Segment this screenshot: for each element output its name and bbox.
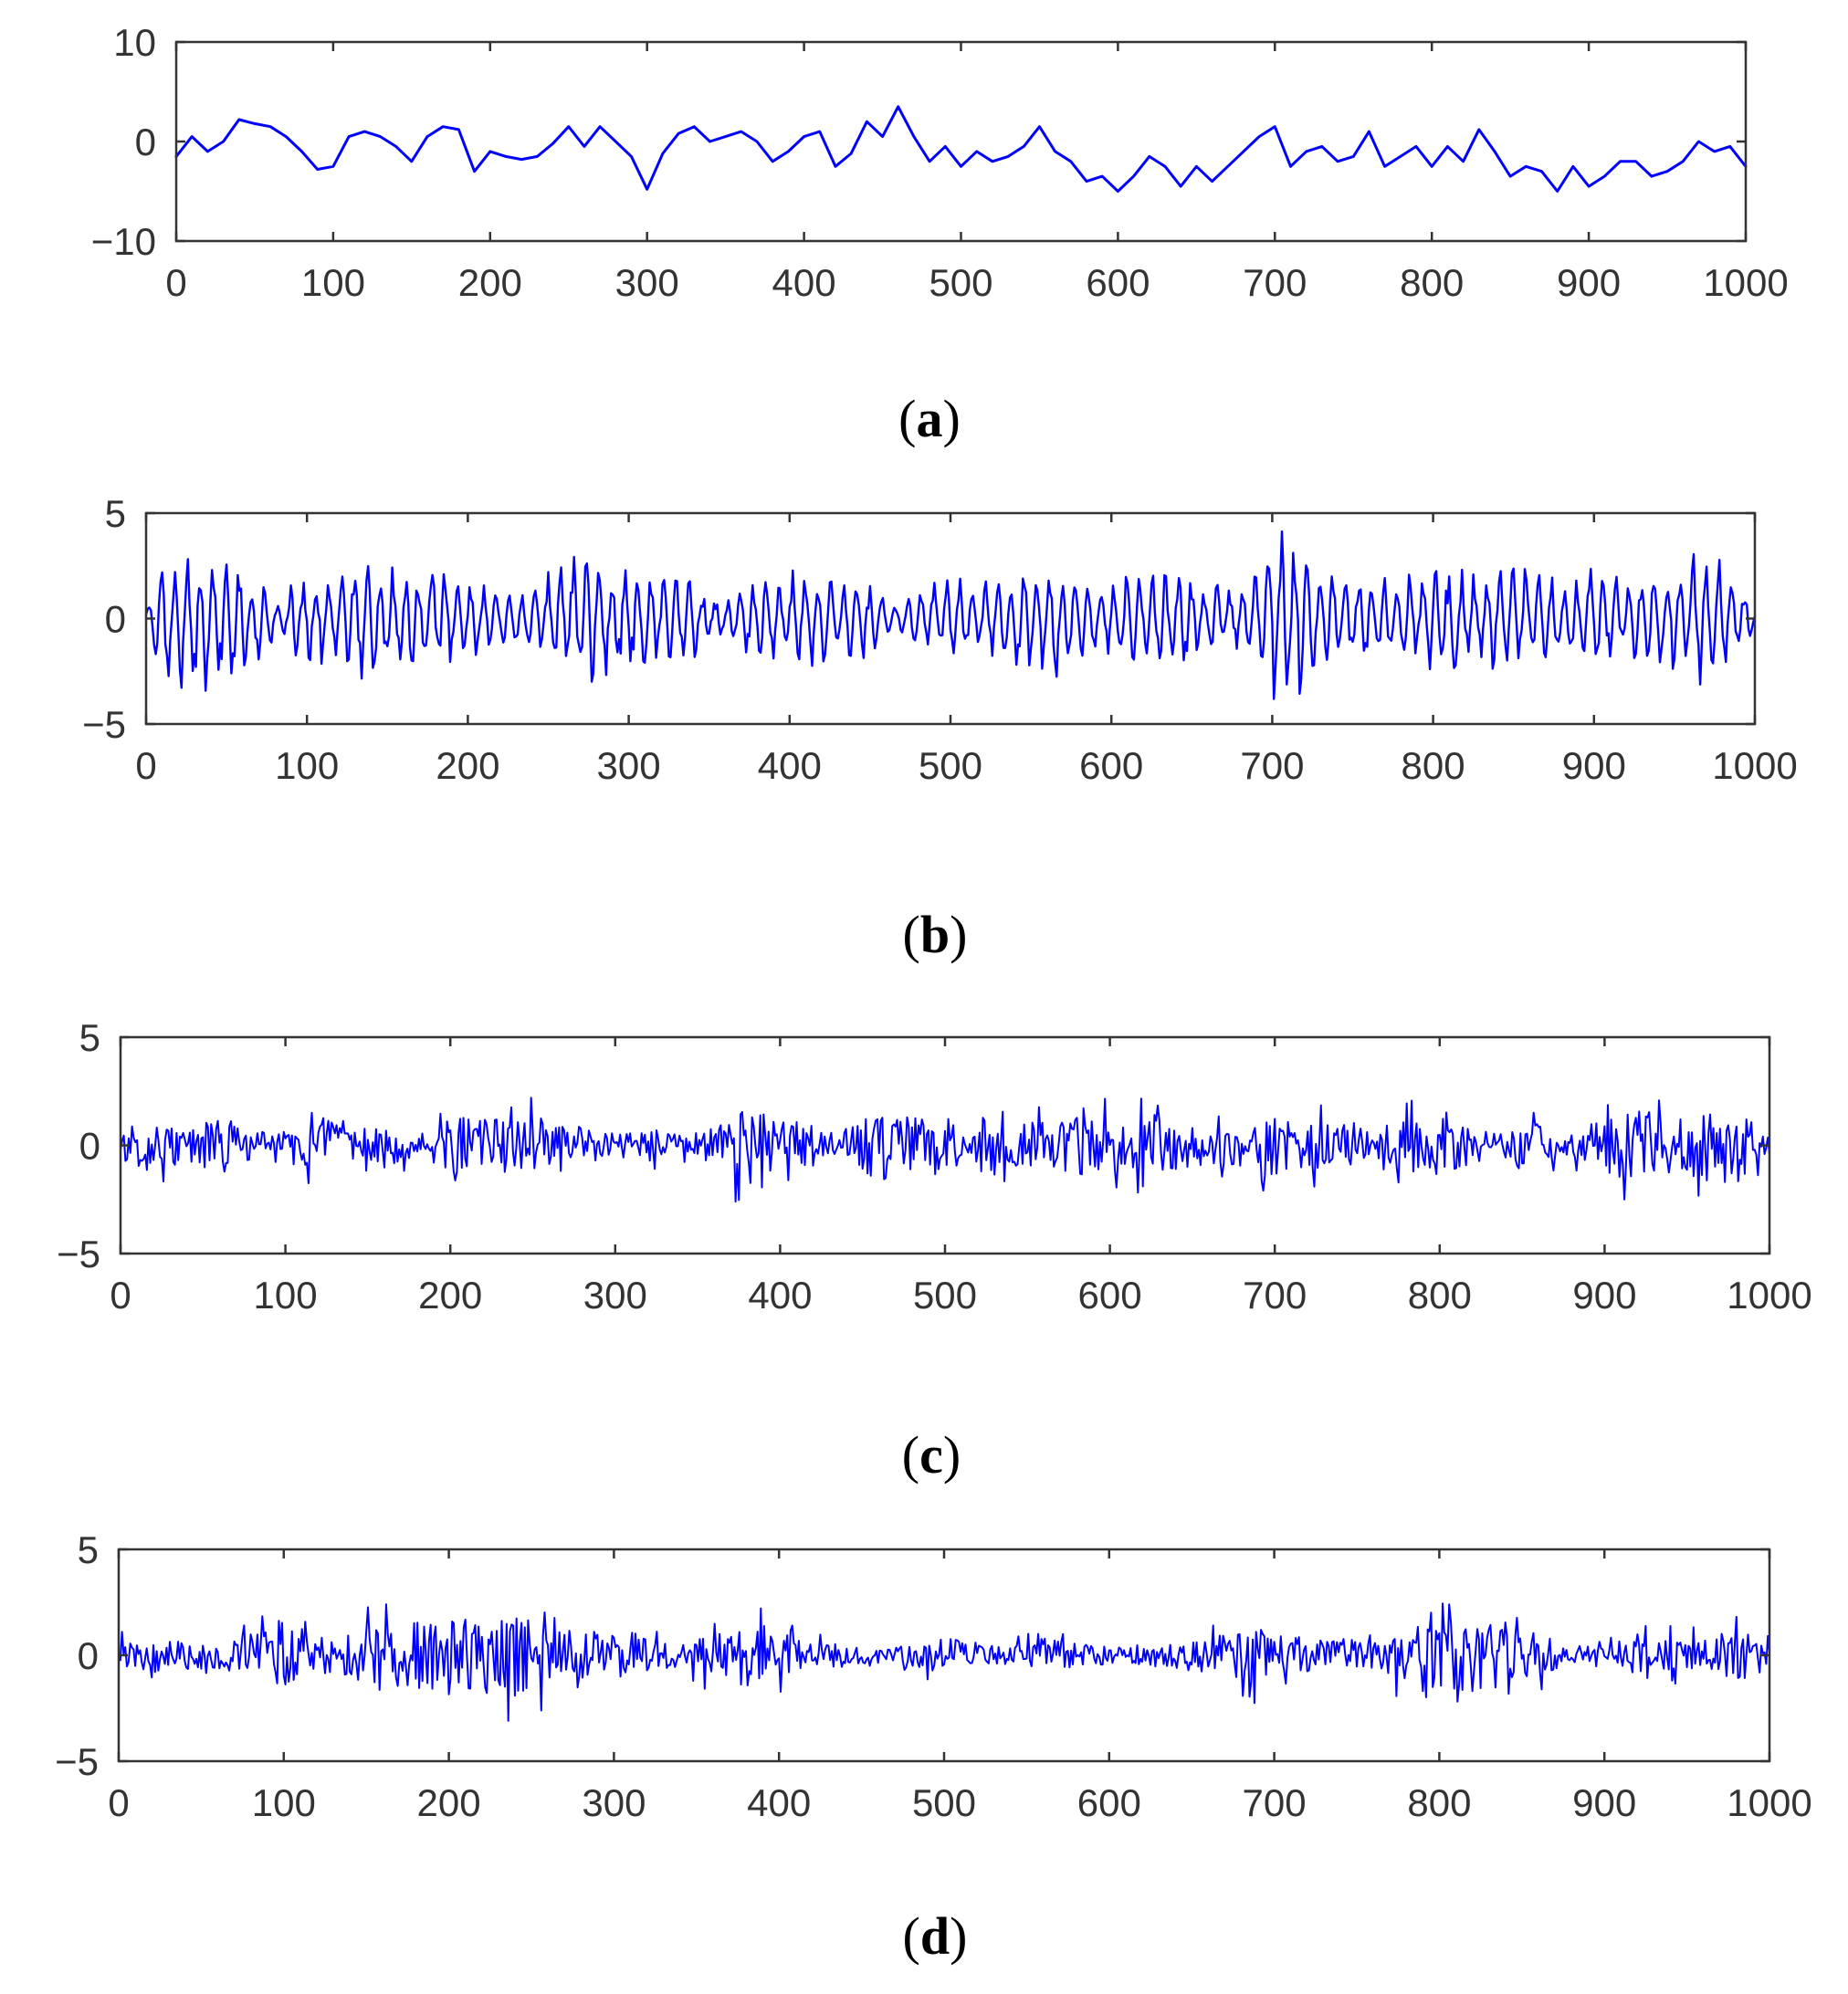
y-tick-label: −5 — [57, 1233, 100, 1275]
x-tick-label: 600 — [1079, 744, 1143, 787]
x-tick-label: 300 — [582, 1781, 646, 1824]
x-tick-label: 600 — [1077, 1781, 1141, 1824]
panel-caption: (c) — [902, 1425, 961, 1485]
x-tick-label: 400 — [747, 1781, 811, 1824]
plot-frame-a — [174, 40, 1748, 243]
x-tick-label: 200 — [418, 1274, 482, 1317]
x-tick-label: 1000 — [1727, 1274, 1811, 1317]
x-tick-label: 500 — [929, 261, 992, 304]
y-tick-label: 0 — [105, 598, 126, 641]
panel-caption-letter: b — [920, 905, 950, 964]
x-tick-label: 500 — [913, 1274, 977, 1317]
x-tick-label: 700 — [1243, 1781, 1307, 1824]
y-tick-label: −10 — [91, 220, 156, 263]
x-tick-label: 100 — [301, 261, 365, 304]
x-tick-label: 800 — [1407, 1781, 1471, 1824]
x-tick-label: 100 — [254, 1274, 318, 1317]
y-tick-label: 5 — [79, 1016, 100, 1059]
panel-caption: (a) — [898, 389, 961, 448]
x-tick-label: 900 — [1557, 261, 1621, 304]
x-tick-label: 100 — [275, 744, 339, 787]
x-tick-label: 600 — [1078, 1274, 1142, 1317]
x-tick-label: 0 — [110, 1274, 131, 1317]
series-line-d — [118, 1602, 1770, 1722]
x-tick-label: 0 — [108, 1781, 129, 1824]
x-tick-label: 700 — [1243, 261, 1307, 304]
y-tick-label: 0 — [135, 121, 156, 163]
x-tick-label: 300 — [583, 1274, 647, 1317]
x-tick-label: 700 — [1240, 744, 1304, 787]
panel-caption: (b) — [903, 905, 968, 964]
x-tick-label: 500 — [912, 1781, 976, 1824]
x-tick-label: 500 — [919, 744, 982, 787]
x-tick-label: 300 — [597, 744, 661, 787]
x-tick-label: 800 — [1402, 744, 1465, 787]
x-tick-label: 200 — [436, 744, 499, 787]
y-tick-label: −5 — [55, 1740, 99, 1783]
x-tick-label: 1000 — [1703, 261, 1788, 304]
panel-caption-letter: d — [920, 1906, 950, 1966]
x-tick-label: 0 — [135, 744, 156, 787]
panel-a-chart: 0 100 200 300 400 500 600 700 800 900 1000100−10(a… — [91, 21, 1789, 448]
y-tick-label: 5 — [105, 492, 126, 535]
x-tick-label: 900 — [1562, 744, 1626, 787]
x-tick-label: 400 — [748, 1274, 812, 1317]
x-tick-label: 1000 — [1727, 1781, 1811, 1824]
y-tick-label: 0 — [78, 1634, 99, 1677]
x-tick-label: 900 — [1572, 1274, 1636, 1317]
x-tick-label: 300 — [615, 261, 679, 304]
series-line-c — [120, 1097, 1770, 1203]
series-line-b — [144, 530, 1757, 700]
y-tick-label: 5 — [78, 1528, 99, 1571]
x-tick-label: 400 — [758, 744, 822, 787]
series-line-a — [174, 105, 1748, 193]
x-tick-label: 700 — [1243, 1274, 1307, 1317]
y-tick-label: 0 — [79, 1125, 100, 1168]
x-tick-label: 1000 — [1712, 744, 1797, 787]
y-tick-label: −5 — [82, 703, 126, 746]
x-tick-label: 800 — [1400, 261, 1464, 304]
x-tick-label: 800 — [1408, 1274, 1472, 1317]
x-tick-label: 100 — [252, 1781, 316, 1824]
x-tick-label: 0 — [165, 261, 186, 304]
x-tick-label: 600 — [1086, 261, 1150, 304]
x-tick-label: 200 — [458, 261, 522, 304]
panel-caption-letter: c — [919, 1425, 943, 1485]
x-tick-label: 900 — [1572, 1781, 1636, 1824]
y-tick-label: 10 — [113, 21, 156, 64]
panel-caption-letter: a — [917, 389, 943, 448]
x-tick-label: 200 — [417, 1781, 481, 1824]
panel-caption: (d) — [903, 1906, 968, 1966]
x-tick-label: 400 — [772, 261, 836, 304]
